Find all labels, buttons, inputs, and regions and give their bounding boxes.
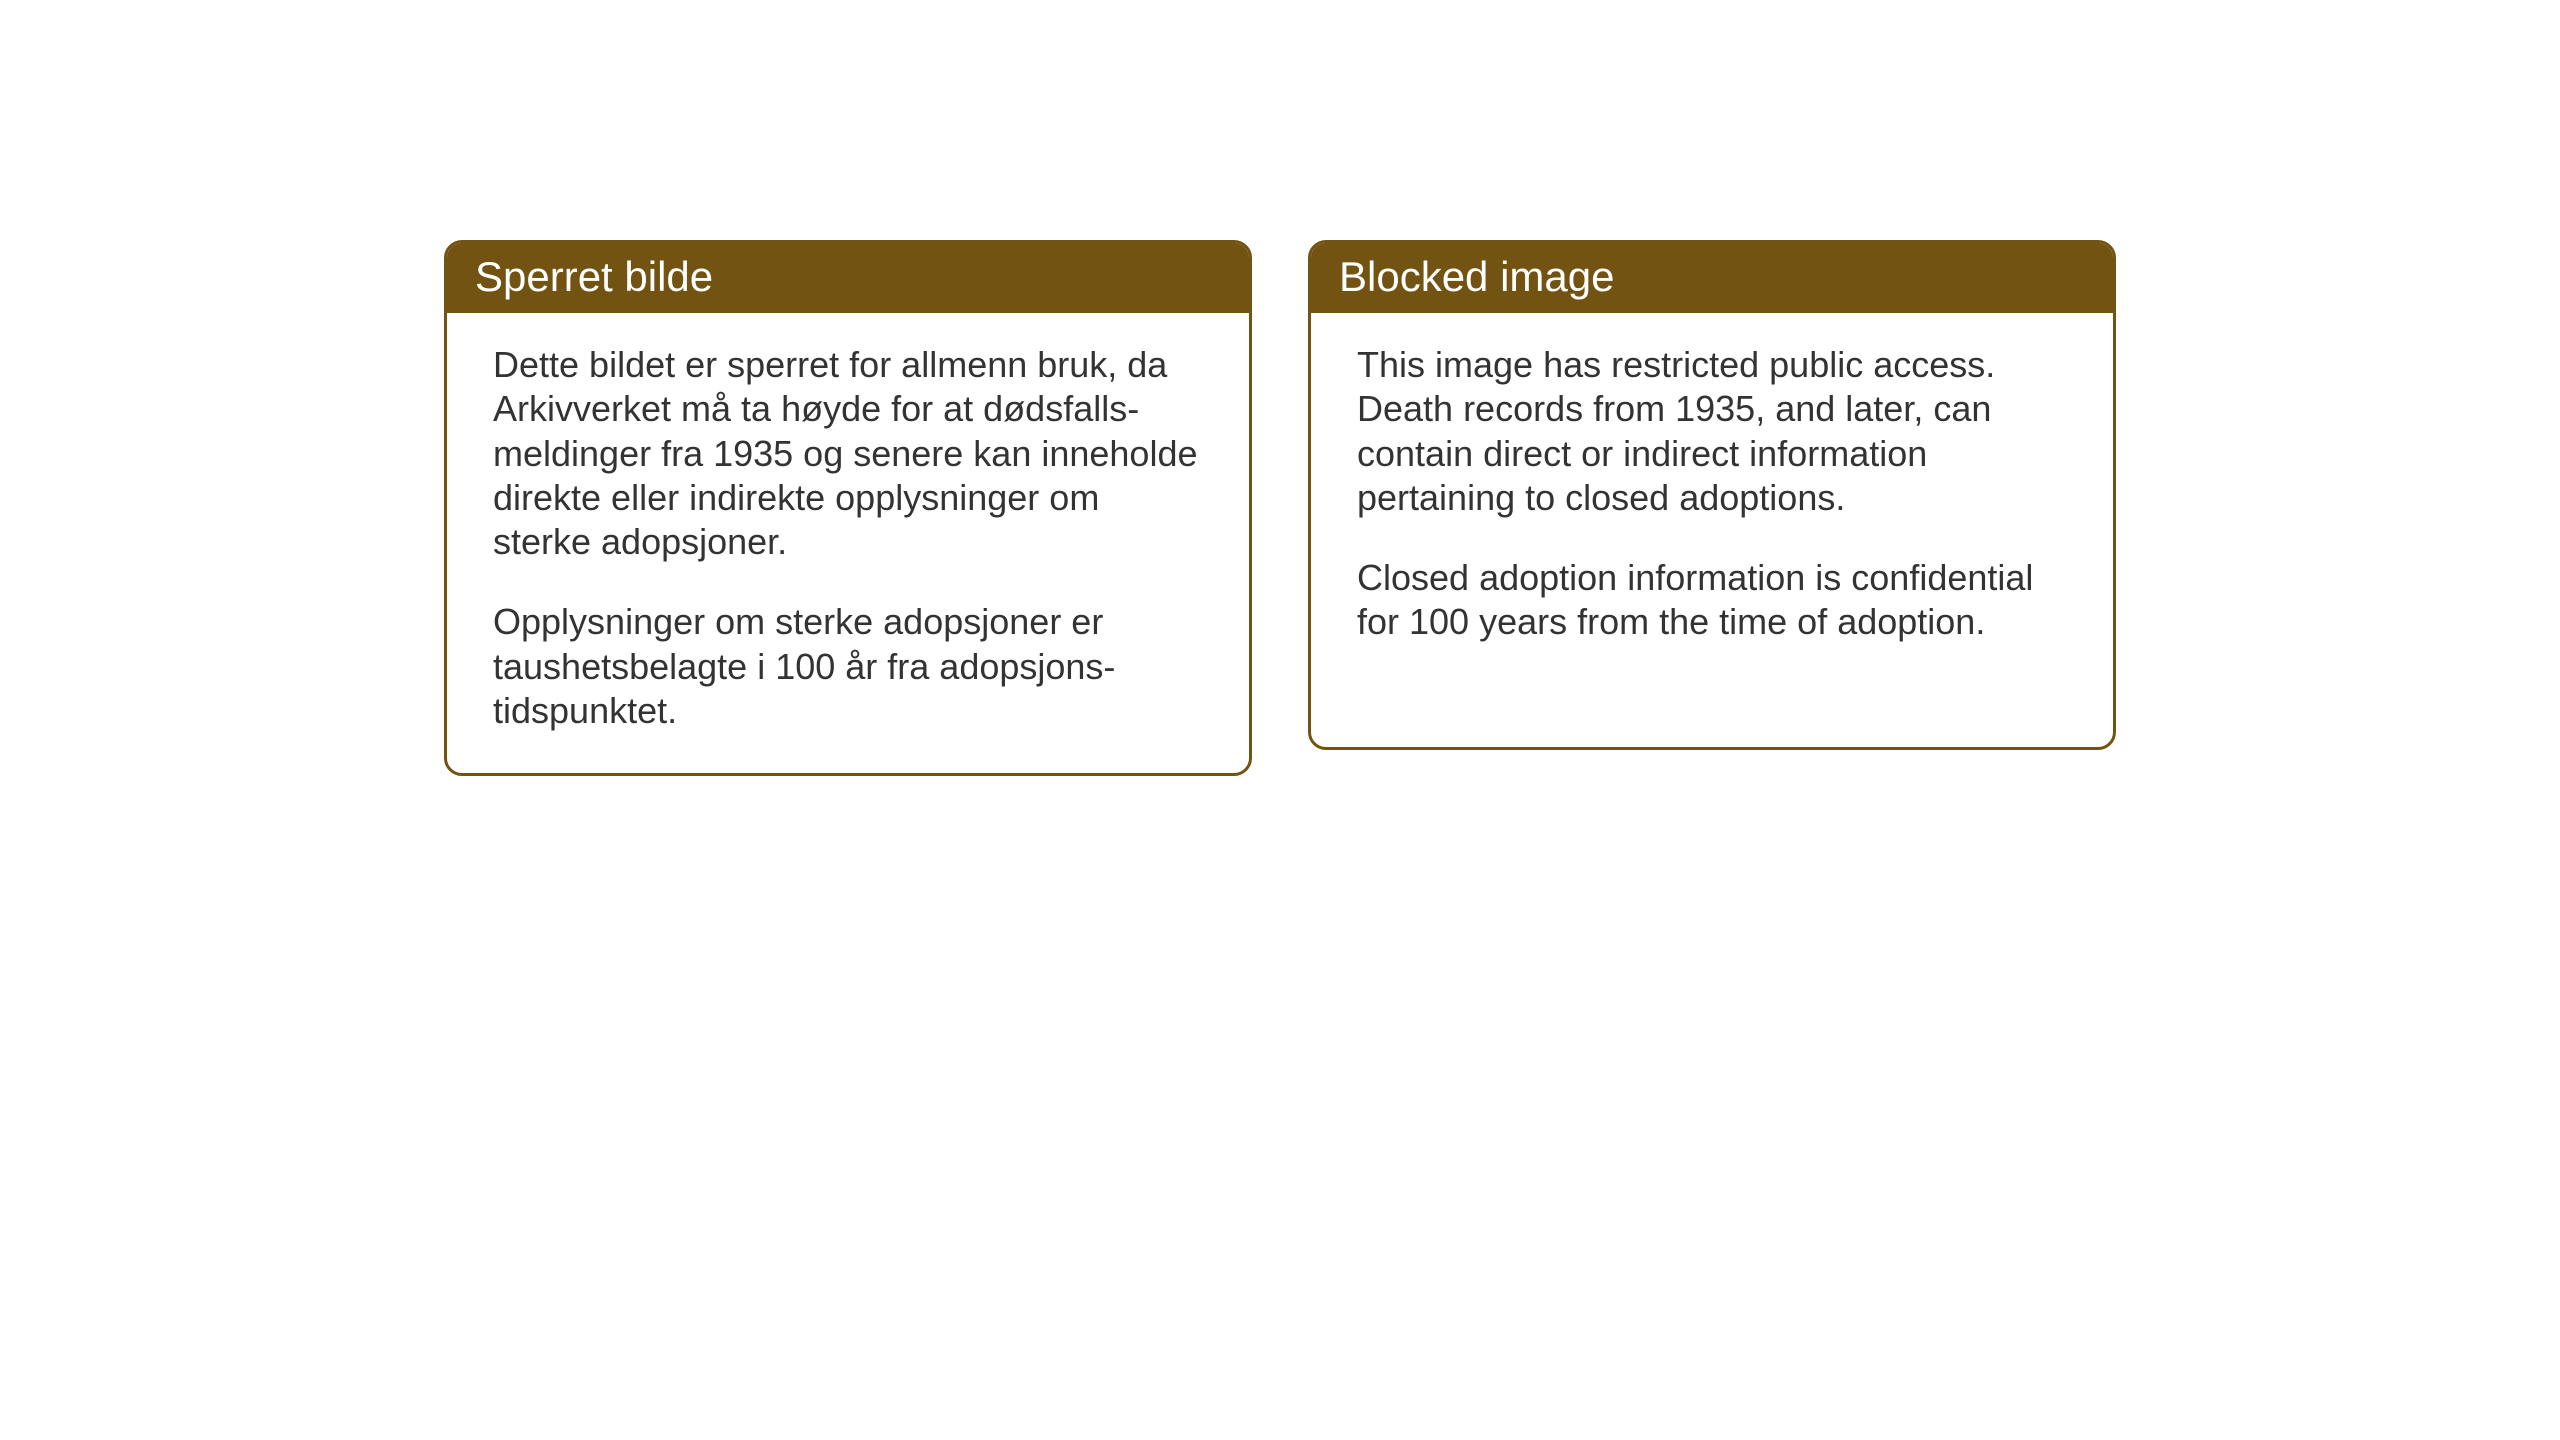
card-body-norwegian: Dette bildet er sperret for allmenn bruk… [447, 313, 1249, 773]
paragraph-1-norwegian: Dette bildet er sperret for allmenn bruk… [493, 343, 1203, 564]
card-title-english: Blocked image [1339, 253, 1614, 300]
paragraph-2-norwegian: Opplysninger om sterke adopsjoner er tau… [493, 600, 1203, 733]
card-header-norwegian: Sperret bilde [447, 243, 1249, 313]
notice-card-english: Blocked image This image has restricted … [1308, 240, 2116, 750]
paragraph-1-english: This image has restricted public access.… [1357, 343, 2067, 520]
card-header-english: Blocked image [1311, 243, 2113, 313]
notice-cards-container: Sperret bilde Dette bildet er sperret fo… [444, 240, 2116, 776]
paragraph-2-english: Closed adoption information is confident… [1357, 556, 2067, 645]
card-title-norwegian: Sperret bilde [475, 253, 713, 300]
notice-card-norwegian: Sperret bilde Dette bildet er sperret fo… [444, 240, 1252, 776]
card-body-english: This image has restricted public access.… [1311, 313, 2113, 685]
